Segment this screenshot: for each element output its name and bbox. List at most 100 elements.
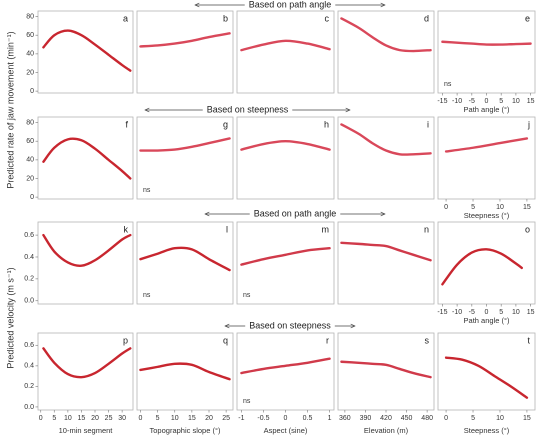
y-tick-label: 40	[26, 157, 34, 164]
y-tick-label: 80	[26, 119, 34, 126]
x-tick-label: 0	[485, 98, 489, 105]
panel-frame	[37, 10, 134, 94]
panel-letter: j	[527, 119, 530, 129]
x-tick-label: 15	[523, 415, 531, 422]
annotation: ns	[143, 187, 151, 194]
curve	[139, 137, 231, 152]
x-tick-label: 0	[284, 415, 288, 422]
annotation: ns	[143, 292, 151, 299]
curve	[240, 357, 331, 375]
panel-frame	[437, 221, 536, 305]
curve	[42, 29, 132, 72]
panel-letter: c	[325, 13, 330, 23]
x-tick-label: 30	[118, 415, 126, 422]
x-tick-label: 480	[421, 415, 433, 422]
y-axis-label: Predicted velocity (m s⁻¹)	[5, 267, 15, 368]
panel-letter: k	[124, 224, 129, 234]
x-tick-label: 15	[188, 415, 196, 422]
annotation: ns	[444, 81, 452, 88]
panel-letter: a	[123, 13, 128, 23]
curve	[441, 248, 523, 286]
panel-letter: h	[324, 119, 329, 129]
x-tick-label: 10	[64, 415, 72, 422]
curve	[42, 233, 132, 267]
y-tick-label: 0	[30, 194, 34, 201]
x-tick-label: 450	[401, 415, 413, 422]
x-axis-label: Aspect (sine)	[264, 426, 308, 435]
panel-frame	[236, 221, 335, 305]
x-tick-label: 360	[339, 415, 351, 422]
panel-frame	[337, 332, 435, 411]
panel-letter: p	[123, 335, 128, 345]
x-tick-label: 10	[496, 415, 504, 422]
panel-letter: f	[125, 119, 128, 129]
panel-letter: q	[223, 335, 228, 345]
curve	[340, 360, 432, 379]
x-tick-label: 0	[444, 204, 448, 211]
panel-frame	[37, 221, 134, 305]
x-tick-label: -5	[469, 98, 475, 105]
x-tick-label: 25	[105, 415, 113, 422]
section-label: Based on steepness	[207, 104, 289, 114]
curve	[139, 32, 231, 48]
panel-frame	[437, 116, 536, 200]
curve	[444, 356, 529, 399]
y-tick-label: 20	[26, 175, 34, 182]
x-tick-label: 10	[512, 98, 520, 105]
x-tick-label: 5	[471, 204, 475, 211]
curve	[240, 140, 331, 151]
curve	[42, 137, 132, 180]
y-tick-label: 80	[26, 13, 34, 20]
panel-frame	[136, 332, 234, 411]
panel-frame	[136, 10, 234, 94]
x-tick-label: 10	[171, 415, 179, 422]
panel-frame	[236, 116, 335, 200]
x-axis-label: Path angle (°)	[464, 105, 510, 114]
y-tick-label: 0.0	[24, 298, 34, 305]
y-tick-label: 60	[26, 32, 34, 39]
panel-frame	[136, 116, 234, 200]
x-tick-label: 20	[91, 415, 99, 422]
annotation: ns	[243, 292, 251, 299]
y-tick-label: 0.2	[24, 383, 34, 390]
x-tick-label: 0.5	[303, 415, 313, 422]
x-tick-label: -5	[469, 309, 475, 316]
curve	[139, 362, 231, 381]
panel-letter: g	[223, 119, 228, 129]
panel-letter: o	[525, 224, 530, 234]
panel-letter: l	[226, 224, 228, 234]
panel-letter: t	[527, 335, 530, 345]
curve	[42, 347, 132, 379]
curve	[340, 17, 432, 53]
x-tick-label: 0	[138, 415, 142, 422]
x-tick-label: 0	[444, 415, 448, 422]
x-tick-label: 20	[205, 415, 213, 422]
section-label: Based on path angle	[249, 0, 332, 9]
x-tick-label: 5	[156, 415, 160, 422]
x-tick-label: 390	[360, 415, 372, 422]
x-axis-label: Steepness (°)	[464, 426, 510, 435]
y-tick-label: 0.4	[24, 254, 34, 261]
x-axis-label: Topographic slope (°)	[150, 426, 221, 435]
panel-letter: b	[223, 13, 228, 23]
x-tick-label: -10	[452, 98, 462, 105]
x-tick-label: 15	[523, 204, 531, 211]
curve	[340, 123, 432, 156]
y-axis-label: Predicted rate of jaw movement (min⁻¹)	[5, 31, 15, 188]
y-tick-label: 0.2	[24, 276, 34, 283]
x-axis-label: 10-min segment	[59, 426, 114, 435]
panel-frame	[37, 332, 134, 411]
x-tick-label: 15	[78, 415, 86, 422]
curve	[340, 241, 432, 262]
x-tick-label: 5	[52, 415, 56, 422]
y-tick-label: 0.6	[24, 232, 34, 239]
x-tick-label: 5	[471, 415, 475, 422]
x-tick-label: 15	[527, 309, 535, 316]
x-axis-label: Path angle (°)	[464, 316, 510, 325]
section-label: Based on path angle	[254, 208, 337, 218]
x-tick-label: -1	[238, 415, 244, 422]
panel-letter: n	[424, 224, 429, 234]
x-tick-label: 10	[512, 309, 520, 316]
y-tick-label: 0.6	[24, 342, 34, 349]
